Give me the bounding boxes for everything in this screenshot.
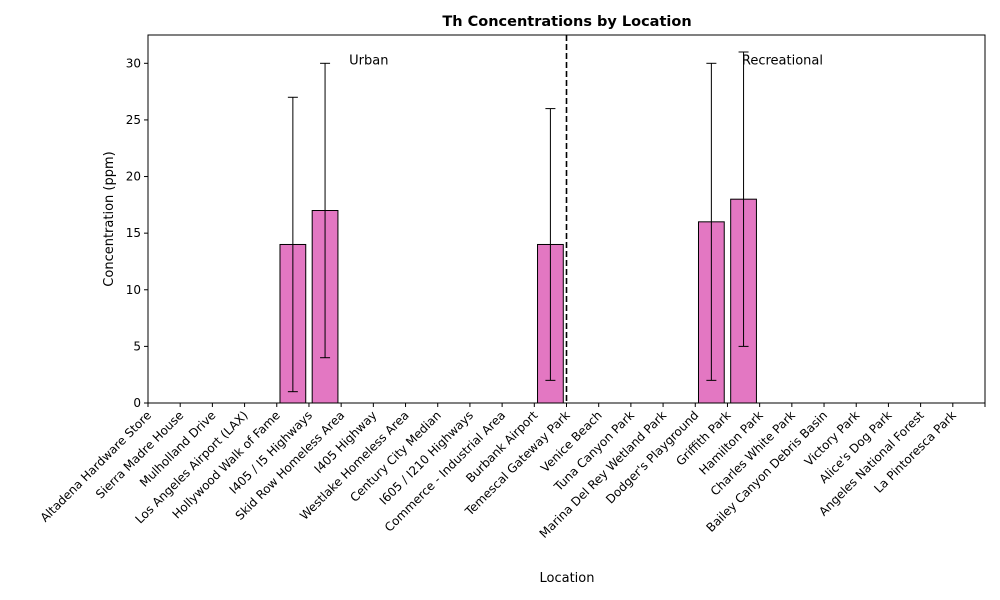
y-tick-label: 10 — [126, 283, 141, 297]
annotation-label: Urban — [349, 53, 388, 68]
y-tick-label: 20 — [126, 170, 141, 184]
chart-title: Th Concentrations by Location — [442, 14, 691, 30]
annotation-label: Recreational — [742, 53, 823, 68]
y-tick-label: 0 — [133, 396, 141, 410]
y-axis-title: Concentration (ppm) — [102, 151, 117, 286]
y-tick-label: 25 — [126, 113, 141, 127]
x-axis-title: Location — [540, 571, 595, 586]
y-axis: 0 5 10 15 20 25 30 — [126, 56, 148, 410]
y-tick-label: 30 — [126, 56, 141, 70]
annotations-layer: Urban Recreational — [349, 53, 823, 68]
error-bars-layer — [287, 51, 749, 393]
y-tick-label: 15 — [126, 226, 141, 240]
bars-layer — [279, 198, 757, 404]
y-tick-label: 5 — [133, 339, 141, 353]
